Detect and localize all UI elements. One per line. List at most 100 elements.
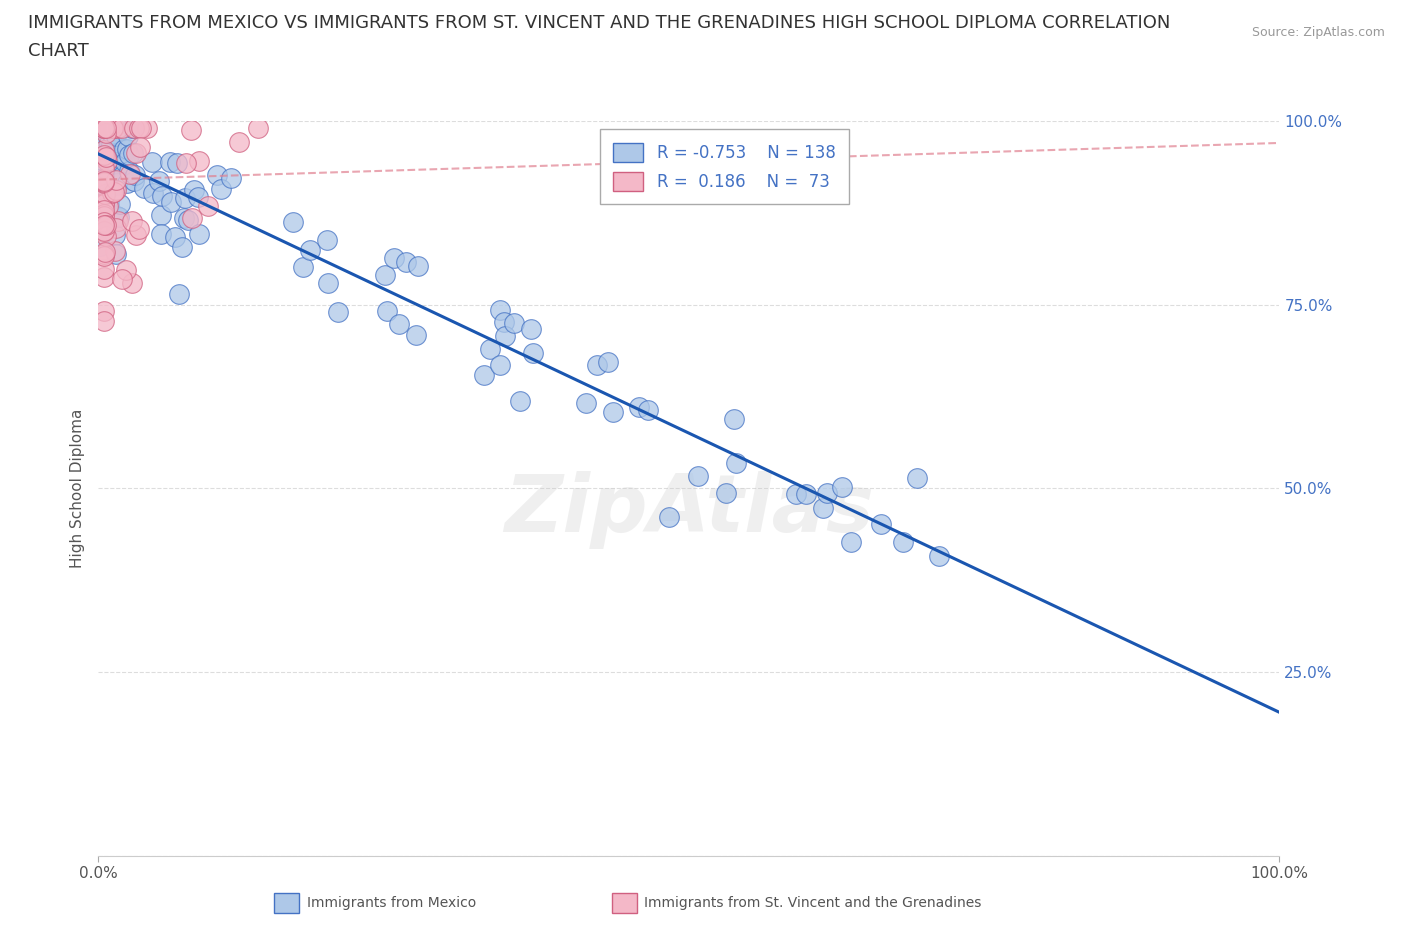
Point	[101, 186, 124, 201]
Point	[723, 412, 745, 427]
Point	[170, 239, 193, 254]
Text: Immigrants from Mexico: Immigrants from Mexico	[307, 896, 475, 910]
Point	[494, 328, 516, 343]
Point	[124, 227, 146, 242]
Point	[93, 261, 115, 276]
Point	[93, 202, 115, 217]
Point	[180, 211, 202, 226]
Point	[128, 221, 150, 236]
Point	[183, 182, 205, 197]
Point	[93, 132, 115, 147]
Point	[122, 145, 145, 160]
Point	[104, 129, 127, 144]
Point	[105, 177, 128, 192]
Point	[104, 244, 127, 259]
Point	[89, 168, 111, 183]
Point	[209, 181, 232, 196]
Point	[575, 396, 598, 411]
Point	[93, 313, 115, 328]
Point	[93, 203, 115, 218]
Point	[93, 142, 115, 157]
Point	[87, 137, 110, 152]
Point	[375, 303, 398, 318]
Point	[104, 168, 127, 183]
Point	[492, 314, 515, 329]
Point	[893, 535, 915, 550]
Point	[503, 316, 526, 331]
Point	[87, 121, 110, 136]
Point	[188, 227, 211, 242]
Point	[159, 194, 181, 209]
Point	[97, 199, 120, 214]
Point	[89, 148, 111, 163]
Point	[111, 155, 134, 170]
Point	[408, 259, 430, 273]
Point	[100, 121, 122, 136]
Point	[219, 170, 242, 185]
Point	[89, 238, 111, 253]
Point	[207, 167, 229, 182]
Point	[117, 128, 139, 143]
Point	[725, 456, 748, 471]
Point	[815, 485, 838, 500]
Point	[91, 172, 114, 187]
Legend: R = -0.753    N = 138, R =  0.186    N =  73: R = -0.753 N = 138, R = 0.186 N = 73	[600, 129, 849, 205]
Point	[118, 164, 141, 179]
Point	[197, 199, 219, 214]
Point	[148, 174, 170, 189]
Point	[602, 405, 624, 419]
Point	[716, 486, 738, 501]
Point	[382, 250, 405, 265]
Point	[93, 121, 115, 136]
Point	[187, 153, 209, 168]
Point	[98, 170, 121, 185]
Point	[93, 121, 115, 136]
Point	[299, 243, 322, 258]
Point	[87, 174, 110, 189]
Point	[93, 217, 115, 232]
Point	[105, 208, 128, 223]
Point	[93, 207, 115, 222]
Point	[96, 229, 118, 244]
Point	[100, 122, 122, 137]
Point	[831, 480, 853, 495]
Point	[479, 342, 502, 357]
Point	[93, 195, 115, 210]
Point	[686, 469, 709, 484]
Point	[110, 196, 132, 211]
Point	[114, 154, 136, 169]
Point	[93, 215, 115, 230]
Point	[121, 121, 143, 136]
Point	[100, 121, 122, 136]
Point	[93, 151, 115, 166]
Point	[104, 220, 127, 235]
Point	[100, 189, 122, 204]
Point	[520, 322, 543, 337]
Point	[125, 146, 148, 161]
Point	[104, 156, 127, 171]
Point	[132, 180, 155, 195]
Point	[316, 232, 339, 247]
Point	[104, 156, 127, 171]
Point	[93, 147, 115, 162]
Point	[292, 259, 315, 274]
Point	[93, 176, 115, 191]
Point	[90, 169, 112, 184]
Point	[114, 141, 136, 156]
Point	[115, 263, 138, 278]
Point	[128, 121, 150, 136]
Point	[111, 153, 134, 167]
Point	[928, 549, 950, 564]
Point	[118, 148, 141, 163]
Point	[104, 183, 127, 198]
Point	[128, 140, 150, 154]
Point	[87, 130, 110, 145]
Point	[101, 121, 124, 136]
Point	[93, 246, 115, 261]
Point	[135, 121, 157, 136]
Point	[166, 155, 188, 170]
Point	[93, 223, 115, 238]
Point	[794, 486, 817, 501]
Point	[149, 227, 172, 242]
Point	[637, 403, 659, 418]
